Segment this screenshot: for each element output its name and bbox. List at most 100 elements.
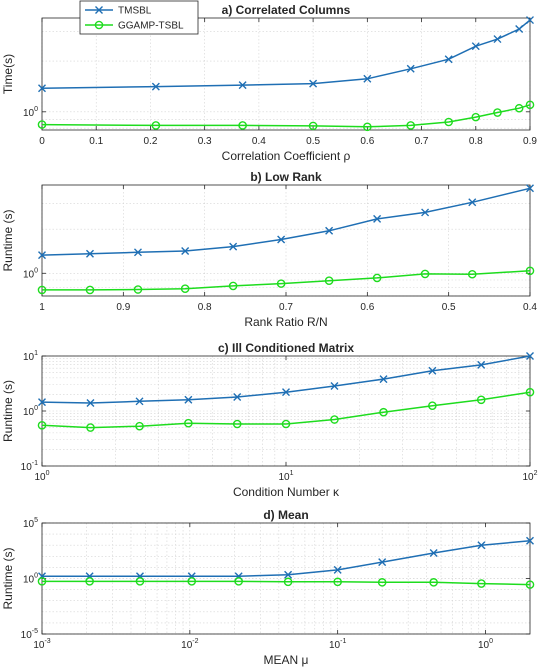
x-tick-label: 10-2 <box>181 638 198 651</box>
data-point-ggamp-tsbl <box>525 266 535 276</box>
data-point-ggamp-tsbl <box>406 121 416 130</box>
data-point-tmsbl <box>363 74 372 83</box>
x-axis-label: Condition Number κ <box>233 485 340 499</box>
x-tick-label: 0.5 <box>442 302 456 313</box>
data-point-tmsbl <box>309 79 318 88</box>
series-ggamp-tsbl <box>37 387 535 432</box>
legend-marker-tmsbl <box>95 6 103 14</box>
data-point-ggamp-tsbl <box>86 423 95 432</box>
data-point-tmsbl <box>421 208 430 217</box>
data-point-tmsbl <box>38 84 46 93</box>
data-point-ggamp-tsbl <box>330 415 339 424</box>
data-point-tmsbl <box>38 398 46 407</box>
data-point-ggamp-tsbl <box>471 112 481 122</box>
data-point-ggamp-tsbl <box>514 103 524 113</box>
data-point-ggamp-tsbl <box>379 407 388 417</box>
y-tick-label: 100 <box>23 573 38 586</box>
x-tick-label: 0.4 <box>523 302 537 313</box>
data-point-ggamp-tsbl <box>133 285 143 294</box>
x-tick-label: 0.3 <box>198 136 212 147</box>
data-point-ggamp-tsbl <box>37 285 47 295</box>
data-point-tmsbl <box>85 249 94 258</box>
data-point-tmsbl <box>38 251 46 260</box>
data-point-ggamp-tsbl <box>37 420 47 430</box>
series-tmsbl <box>38 16 534 93</box>
data-point-tmsbl <box>428 366 437 375</box>
data-point-ggamp-tsbl <box>377 578 387 587</box>
data-point-tmsbl <box>282 388 290 397</box>
grid-lines <box>41 185 531 297</box>
chart-title: a) Correlated Columns <box>222 3 351 17</box>
data-point-tmsbl <box>477 541 486 550</box>
axes-box <box>41 184 531 297</box>
legend-marker-ggamp-tsbl <box>94 20 104 30</box>
data-point-tmsbl <box>133 248 142 257</box>
x-tick-label: 0.9 <box>116 302 130 313</box>
chart-panel-a: 0 0.1 0.2 0.3 0.4 0.5 0.6 0.7 0.8 0.9 100 a) Correl… <box>1 3 537 163</box>
y-axis-label: Time(s) <box>1 54 15 94</box>
x-tick-label: 0.6 <box>360 136 374 147</box>
x-tick-label: 0.8 <box>469 136 483 147</box>
x-tick-label: 100 <box>478 638 493 651</box>
y-axis-label: Runtime (s) <box>1 209 15 271</box>
data-point-tmsbl <box>378 558 387 567</box>
chart-panel-b: 1 0.9 0.8 0.7 0.6 0.5 0.4 100 b) Low Rank Rank Ra… <box>1 170 537 329</box>
data-point-tmsbl <box>333 565 342 574</box>
data-point-tmsbl <box>277 235 286 244</box>
chart-title: d) Mean <box>263 508 308 522</box>
data-point-ggamp-tsbl <box>276 279 286 288</box>
data-point-tmsbl <box>86 398 95 407</box>
data-point-ggamp-tsbl <box>428 401 437 410</box>
x-tick-label: 1 <box>39 302 45 313</box>
data-point-tmsbl <box>135 397 144 406</box>
data-point-tmsbl <box>526 184 534 193</box>
data-point-ggamp-tsbl <box>85 577 94 586</box>
data-point-tmsbl <box>238 81 247 90</box>
series-tmsbl <box>38 184 534 260</box>
series-ggamp-tsbl <box>37 577 535 589</box>
data-point-ggamp-tsbl <box>525 580 535 589</box>
y-tick-label: 100 <box>23 106 38 119</box>
series-tmsbl <box>38 352 534 407</box>
x-tick-label: 10-1 <box>329 638 346 651</box>
data-point-ggamp-tsbl <box>228 281 238 291</box>
data-point-tmsbl <box>477 360 486 369</box>
data-point-ggamp-tsbl <box>37 120 47 129</box>
data-point-ggamp-tsbl <box>324 276 334 286</box>
data-point-ggamp-tsbl <box>234 577 243 586</box>
x-tick-label: 0.2 <box>143 136 157 147</box>
axes-box <box>41 355 531 467</box>
data-point-tmsbl <box>379 375 388 384</box>
grid-lines <box>41 355 531 467</box>
x-tick-label: 101 <box>278 470 293 483</box>
data-point-ggamp-tsbl <box>37 577 47 586</box>
series-ggamp-tsbl <box>37 100 535 132</box>
data-point-ggamp-tsbl <box>135 421 144 431</box>
legend: TMSBL GGAMP-TSBL <box>79 0 199 35</box>
data-point-ggamp-tsbl <box>477 579 486 588</box>
x-tick-label: 0 <box>39 136 45 147</box>
data-point-tmsbl <box>373 214 382 223</box>
x-axis-label: Correlation Coefficient ρ <box>222 149 351 163</box>
series-line-ggamp-tsbl <box>42 580 531 586</box>
data-point-tmsbl <box>526 536 534 545</box>
y-axis-label: Runtime (s) <box>1 547 15 609</box>
chart-title: c) Ill Conditioned Matrix <box>218 341 354 355</box>
data-point-tmsbl <box>515 24 524 33</box>
data-point-tmsbl <box>468 198 477 207</box>
legend-label-tmsbl: TMSBL <box>118 6 152 17</box>
data-point-ggamp-tsbl <box>476 395 486 405</box>
data-point-ggamp-tsbl <box>238 121 247 130</box>
data-point-tmsbl <box>325 226 334 235</box>
data-point-ggamp-tsbl <box>420 269 430 279</box>
x-tick-label: 0.5 <box>306 136 320 147</box>
x-tick-label: 102 <box>522 470 537 483</box>
data-point-ggamp-tsbl <box>281 419 291 429</box>
y-tick-label: 100 <box>23 267 38 280</box>
x-tick-label: 0.7 <box>279 302 293 313</box>
data-point-ggamp-tsbl <box>180 284 190 294</box>
data-point-tmsbl <box>471 42 480 51</box>
data-point-tmsbl <box>229 242 238 251</box>
